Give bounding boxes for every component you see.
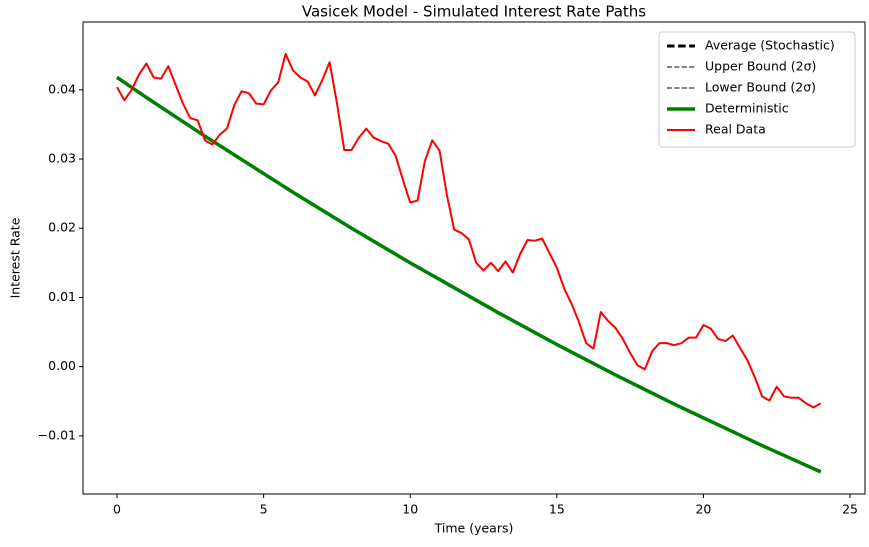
- legend-box: [658, 31, 856, 148]
- legend-label: Real Data: [705, 122, 766, 137]
- chart-title: Vasicek Model - Simulated Interest Rate …: [302, 3, 646, 21]
- legend-label: Deterministic: [705, 101, 789, 116]
- y-tick-label: 0.04: [48, 81, 76, 96]
- legend-label: Upper Bound (2σ): [705, 59, 816, 74]
- plot-frame: [82, 21, 866, 495]
- x-tick-label: 25: [842, 502, 858, 517]
- legend: Average (Stochastic) Upper Bound (2σ) Lowe…: [658, 31, 856, 148]
- legend-label: Lower Bound (2σ): [705, 80, 816, 95]
- y-tick-label: 0.00: [48, 358, 76, 373]
- x-tick-label: 10: [402, 502, 418, 517]
- y-tick-label: 0.03: [48, 151, 76, 166]
- series-line: [116, 52, 822, 409]
- series-line: [116, 75, 822, 474]
- x-tick-label: 15: [549, 502, 565, 517]
- y-axis-label: Interest Rate: [8, 217, 23, 298]
- y-tick-label: 0.02: [48, 220, 76, 235]
- y-tick-label: 0.01: [48, 289, 76, 304]
- x-tick-label: 20: [695, 502, 711, 517]
- legend-label: Average (Stochastic): [705, 38, 835, 53]
- y-tick-label: −0.01: [38, 427, 76, 442]
- x-tick-label: 5: [260, 502, 268, 517]
- x-tick-label: 0: [113, 502, 121, 517]
- x-axis-label: Time (years): [434, 521, 514, 536]
